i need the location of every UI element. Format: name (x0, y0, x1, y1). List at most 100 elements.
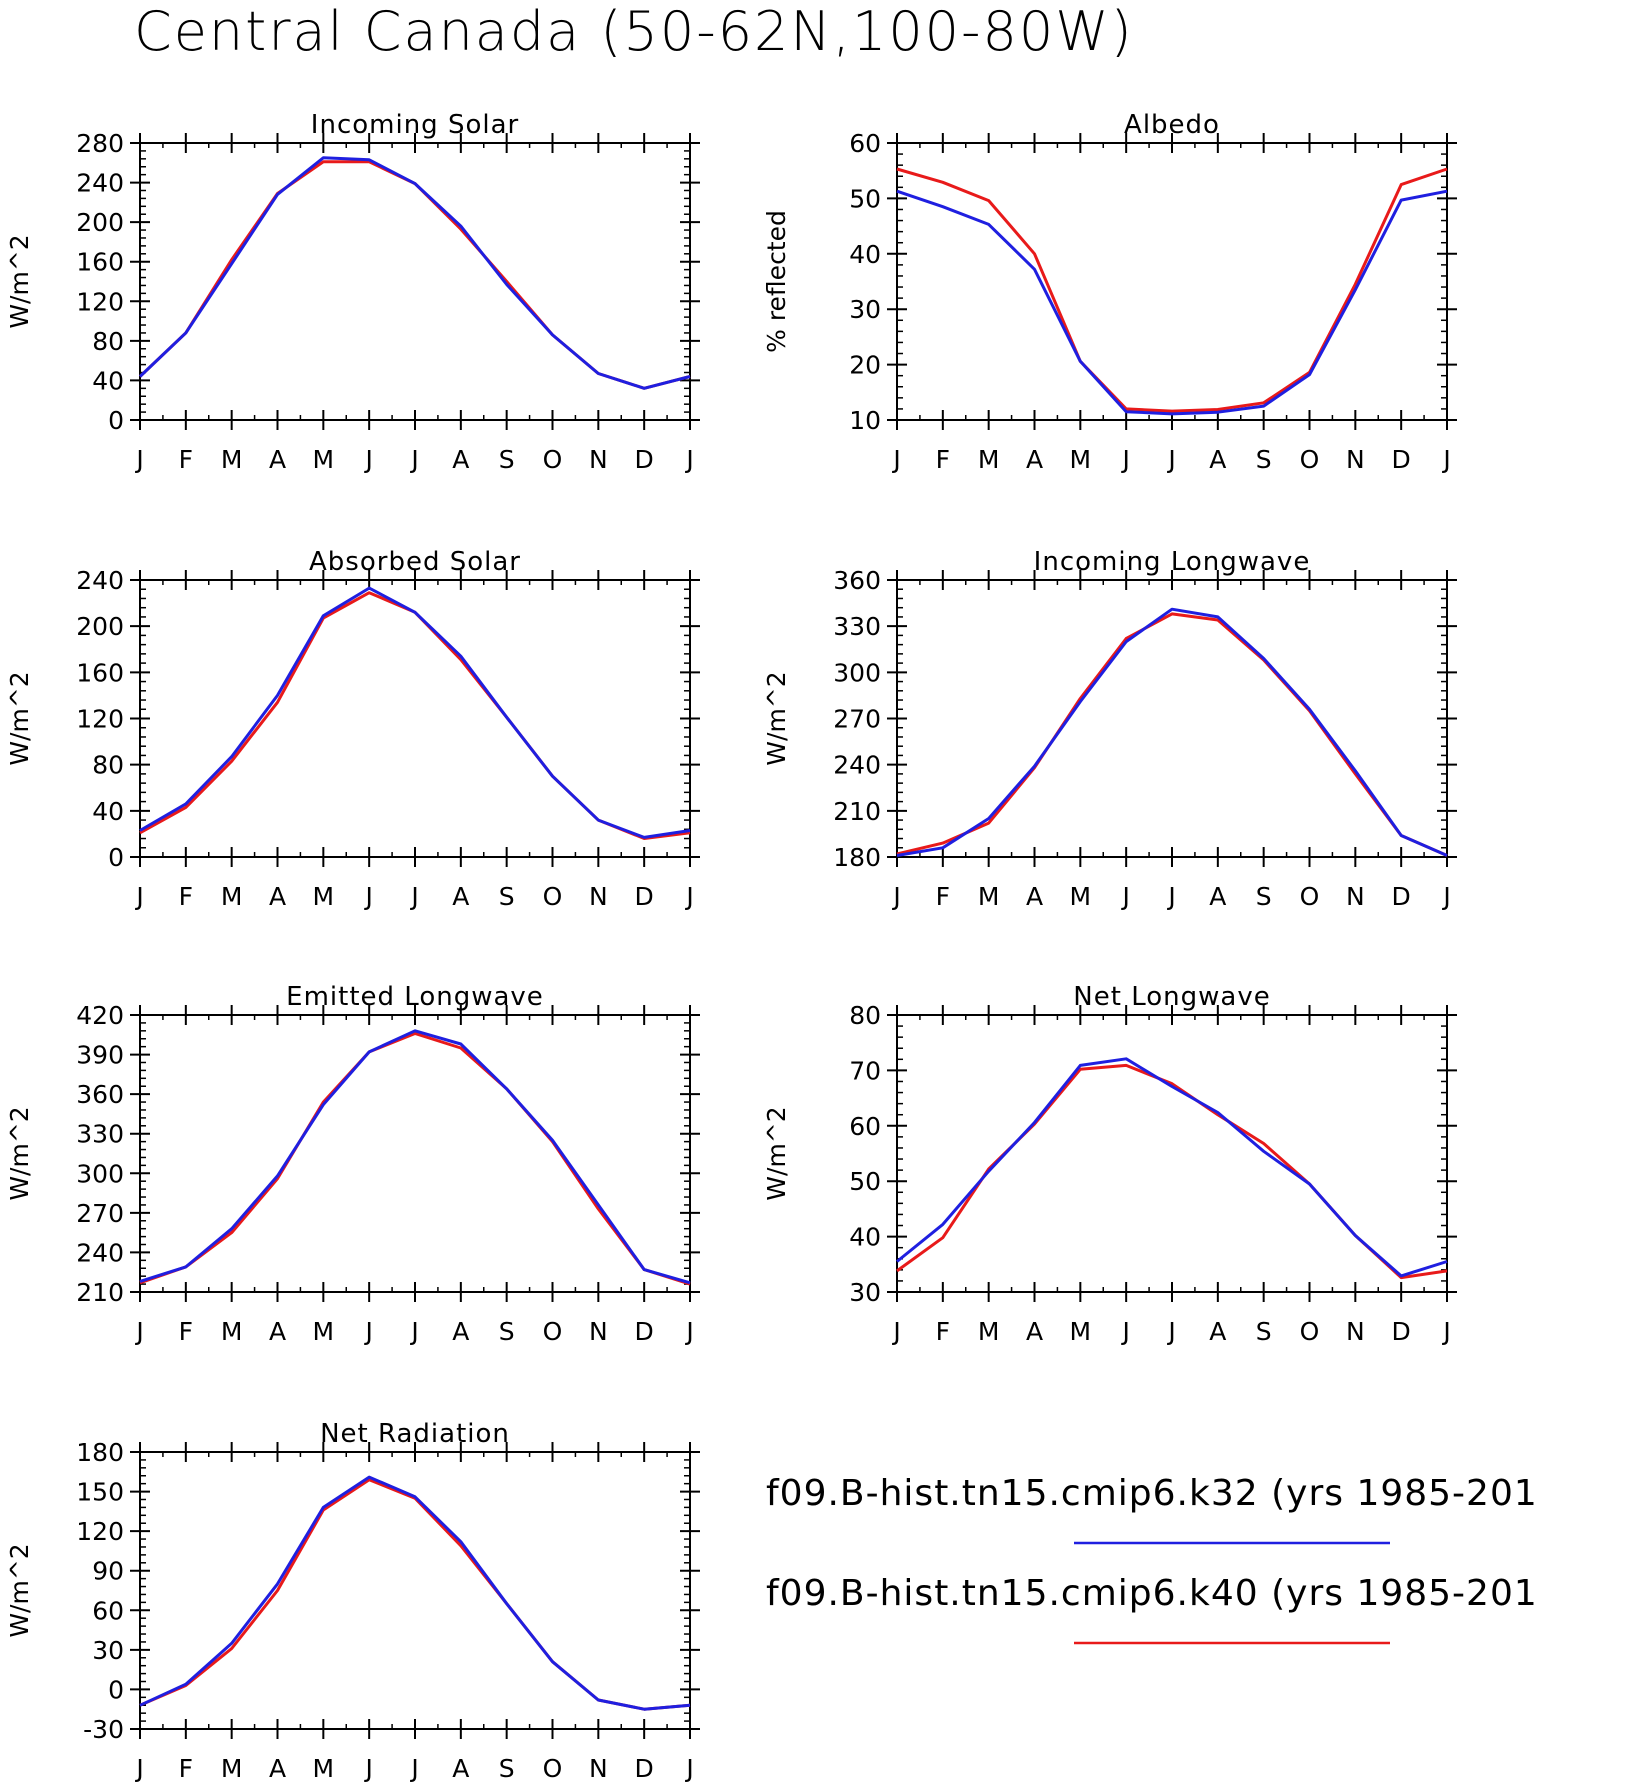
x-tick-label: J (1120, 882, 1129, 911)
x-tick-label: A (452, 1754, 469, 1783)
x-tick-label: F (936, 445, 950, 474)
x-tick-label: M (978, 1317, 1000, 1346)
x-tick-label: O (543, 1754, 563, 1783)
y-axis-label: % reflected (762, 210, 791, 353)
legend-label-k32: f09.B-hist.tn15.cmip6.k32 (yrs 1985-201 (766, 1473, 1538, 1514)
x-tick-label: J (134, 882, 143, 911)
y-tick-label: 180 (76, 1438, 124, 1467)
y-axis-label: W/m^2 (762, 671, 791, 765)
x-tick-label: F (179, 445, 193, 474)
y-tick-label: 360 (833, 566, 881, 595)
x-tick-label: J (1441, 882, 1450, 911)
x-tick-label: A (452, 445, 469, 474)
x-tick-label: J (1166, 1317, 1175, 1346)
x-tick-label: S (499, 882, 515, 911)
x-tick-label: J (891, 1317, 900, 1346)
y-tick-label: 270 (76, 1199, 124, 1228)
legend-label-k40: f09.B-hist.tn15.cmip6.k40 (yrs 1985-201 (766, 1573, 1538, 1614)
y-tick-label: 120 (76, 1517, 124, 1546)
x-tick-label: N (589, 1754, 608, 1783)
plot-frame (139, 1451, 691, 1730)
x-tick-label: D (635, 882, 654, 911)
y-tick-label: 30 (849, 1278, 881, 1307)
y-tick-label: 20 (849, 351, 881, 380)
series-line-k40 (896, 612, 1448, 857)
x-tick-label: D (635, 1317, 654, 1346)
y-tick-label: -30 (83, 1715, 124, 1744)
x-tick-label: M (221, 882, 243, 911)
x-tick-label: M (221, 1754, 243, 1783)
x-tick-label: A (1026, 1317, 1043, 1346)
x-tick-label: N (589, 1317, 608, 1346)
x-tick-label: N (1346, 445, 1365, 474)
y-axis-label: W/m^2 (5, 234, 34, 328)
y-tick-label: 300 (76, 1159, 124, 1188)
series-line-k40 (896, 1063, 1448, 1280)
series-line-k32 (139, 1475, 691, 1711)
x-tick-label: J (684, 882, 693, 911)
y-tick-label: 30 (92, 1636, 124, 1665)
x-tick-label: J (891, 882, 900, 911)
x-tick-label: J (409, 1754, 418, 1783)
x-tick-label: J (684, 445, 693, 474)
y-tick-label: 240 (76, 1238, 124, 1267)
x-tick-label: F (179, 1754, 193, 1783)
x-tick-label: O (1300, 445, 1320, 474)
x-tick-label: A (1209, 882, 1226, 911)
y-tick-label: 120 (76, 705, 124, 734)
y-tick-label: 40 (849, 240, 881, 269)
x-tick-label: J (363, 1317, 372, 1346)
y-tick-label: 280 (76, 129, 124, 158)
y-tick-label: 80 (849, 1001, 881, 1030)
y-tick-label: 60 (92, 1596, 124, 1625)
x-tick-label: M (313, 882, 335, 911)
x-tick-label: M (1070, 1317, 1092, 1346)
y-tick-label: 70 (849, 1056, 881, 1085)
x-tick-label: J (409, 882, 418, 911)
y-axis-label: W/m^2 (5, 1543, 34, 1637)
y-tick-label: 50 (849, 184, 881, 213)
x-tick-label: M (978, 882, 1000, 911)
series-line-k40 (896, 167, 1448, 413)
y-tick-label: 50 (849, 1167, 881, 1196)
x-tick-label: M (313, 1317, 335, 1346)
series-line-k32 (896, 607, 1448, 857)
x-tick-label: A (1209, 1317, 1226, 1346)
series-line-k32 (896, 1057, 1448, 1278)
x-tick-label: D (1392, 445, 1411, 474)
y-tick-label: 240 (76, 566, 124, 595)
x-tick-label: J (409, 1317, 418, 1346)
plot-frame (896, 579, 1448, 858)
y-axis-label: W/m^2 (5, 671, 34, 765)
y-tick-label: 330 (833, 612, 881, 641)
x-tick-label: F (179, 882, 193, 911)
x-tick-label: A (452, 882, 469, 911)
plot-frame (139, 579, 691, 858)
y-tick-label: 60 (849, 1112, 881, 1141)
y-tick-label: 210 (76, 1278, 124, 1307)
x-tick-label: N (1346, 1317, 1365, 1346)
x-tick-label: A (269, 1754, 286, 1783)
x-tick-label: J (684, 1317, 693, 1346)
x-tick-label: D (635, 1754, 654, 1783)
x-tick-label: O (543, 882, 563, 911)
x-tick-label: O (1300, 1317, 1320, 1346)
x-tick-label: D (635, 445, 654, 474)
x-tick-label: S (1256, 445, 1272, 474)
y-tick-label: 360 (76, 1080, 124, 1109)
x-tick-label: F (179, 1317, 193, 1346)
x-tick-label: D (1392, 1317, 1411, 1346)
y-tick-label: 40 (92, 366, 124, 395)
y-tick-label: 60 (849, 129, 881, 158)
series-line-k40 (139, 591, 691, 840)
y-tick-label: 270 (833, 705, 881, 734)
plot-frame (896, 142, 1448, 421)
x-tick-label: N (1346, 882, 1365, 911)
x-tick-label: A (1026, 445, 1043, 474)
series-line-k32 (139, 586, 691, 839)
x-tick-label: S (1256, 1317, 1272, 1346)
